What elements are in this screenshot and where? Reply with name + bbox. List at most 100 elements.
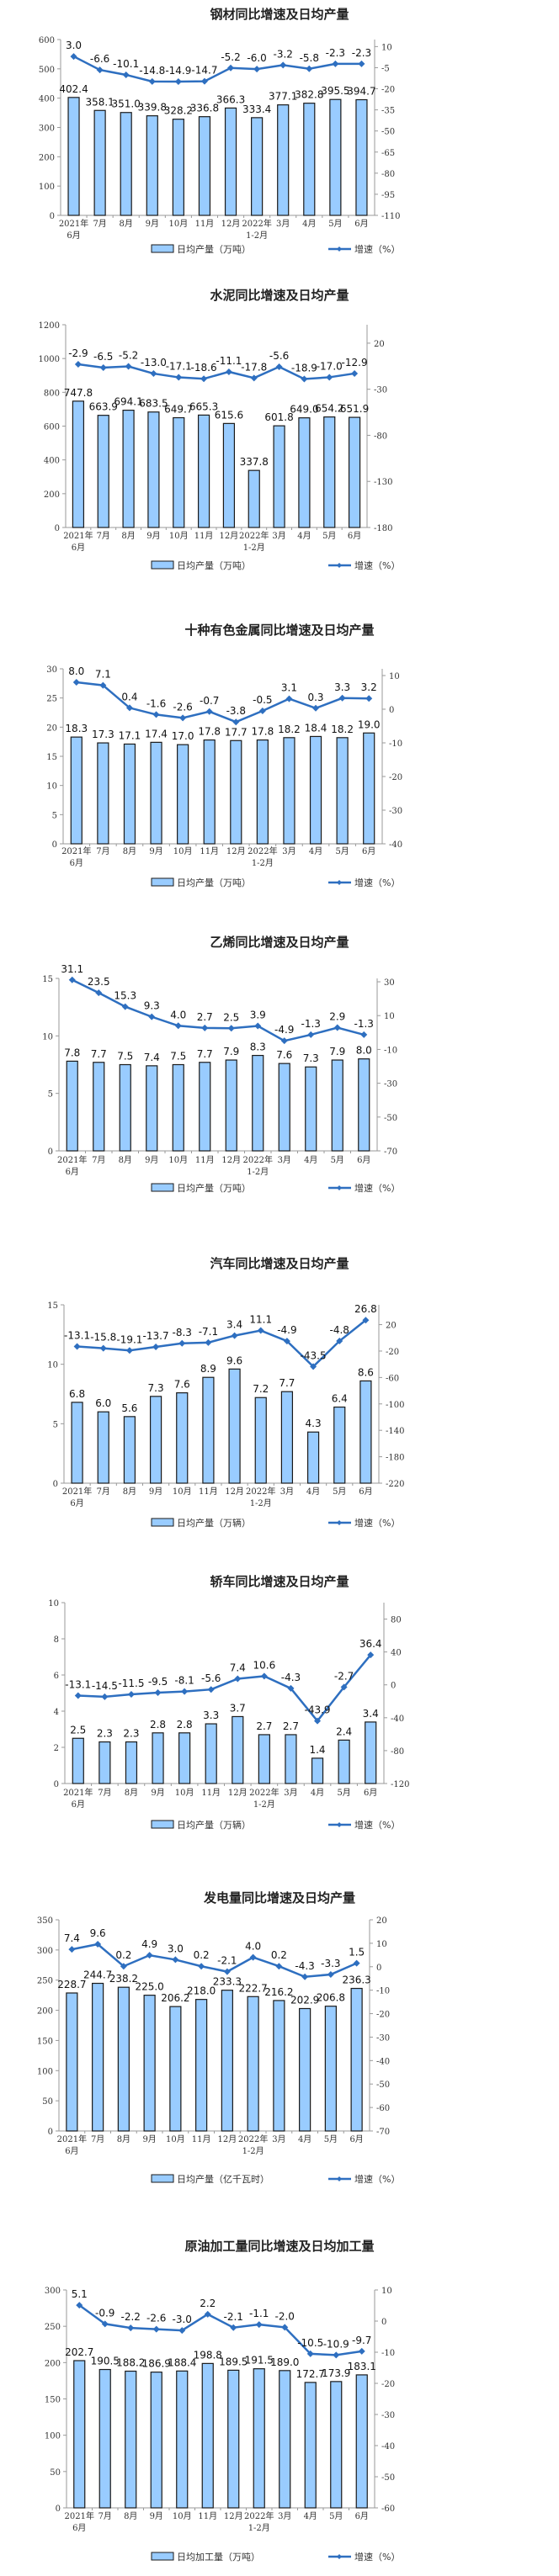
line-value-label: -5.2 — [221, 51, 240, 63]
x-tick-label: 11月 — [194, 531, 214, 541]
bar — [98, 1741, 111, 1784]
line-point — [181, 1688, 189, 1695]
line-point — [174, 1022, 182, 1030]
x-tick-label: 2022年 1-2月 — [239, 530, 269, 553]
x-tick-label-line: 9月 — [146, 531, 160, 541]
bar-value-label: 328.2 — [164, 105, 193, 117]
x-tick-label-line: 8月 — [123, 1487, 136, 1497]
left-tick-label: 30 — [46, 665, 57, 675]
line-value-label: 4.0 — [245, 1941, 261, 1953]
line-value-label: -2.9 — [68, 347, 88, 359]
x-tick-label-line: 10月 — [166, 2134, 185, 2144]
x-tick-label: 8月 — [117, 2134, 130, 2144]
line-value-label: -17.8 — [241, 361, 267, 373]
line-point — [74, 1692, 82, 1699]
right-tick-label: 20 — [376, 1916, 387, 1926]
line-value-label: 3.2 — [361, 681, 377, 693]
x-tick-label: 11月 — [192, 2134, 211, 2144]
bar — [70, 736, 83, 845]
line-value-label: -10.5 — [297, 2337, 323, 2349]
line-point — [327, 1970, 334, 1978]
line-value-label: -18.9 — [291, 363, 317, 374]
bar-value-label: 7.8 — [64, 1047, 80, 1058]
x-tick-label-line: 3月 — [282, 846, 295, 856]
bar — [125, 1741, 138, 1784]
line-point — [340, 1683, 348, 1691]
bar — [359, 1380, 372, 1484]
bar-value-label: 2.8 — [177, 1719, 193, 1731]
chart-title: 水泥同比增速及日均产量 — [210, 288, 349, 303]
x-tick-label-line: 11月 — [200, 846, 219, 856]
bar-value-label: 206.8 — [317, 1992, 345, 2004]
chart-7: 发电量同比增速及日均产量 0 50 100 150 200 250 300 350 -70 -60-… — [0, 1889, 559, 2225]
line-value-label: 2.2 — [200, 2298, 216, 2309]
line-value-label: 2.7 — [197, 1011, 213, 1023]
bar-value-label: 7.6 — [276, 1049, 292, 1061]
x-tick-label-line: 12月 — [224, 2511, 243, 2521]
x-tick-label: 5月 — [322, 531, 336, 541]
x-tick-label-line: 2021年 — [65, 2510, 94, 2521]
bar — [248, 469, 260, 528]
left-tick-label: 300 — [45, 2287, 61, 2296]
left-tick-label: 10 — [46, 782, 57, 792]
x-tick-label: 6月 — [359, 1487, 372, 1497]
left-tick-label: 200 — [45, 2359, 61, 2368]
left-tick-label: 0 — [53, 1480, 58, 1489]
x-tick-label-line: 1-2月 — [250, 1498, 272, 1508]
bar-value-label: 601.8 — [264, 411, 293, 423]
x-tick-label-line: 5月 — [335, 846, 349, 856]
x-tick-label-line: 7月 — [97, 531, 110, 541]
x-tick-label: 8月 — [123, 846, 136, 856]
line-value-label: -19.1 — [116, 1333, 142, 1345]
bar-value-label: 683.5 — [139, 398, 168, 410]
left-tick-label: 200 — [37, 2007, 53, 2017]
bar — [285, 1734, 297, 1784]
bar-value-label: 190.5 — [91, 2356, 120, 2367]
x-tick-label: 2021年 6月 — [63, 530, 93, 553]
bar-value-label: 17.8 — [198, 726, 221, 738]
bar-value-label: 17.0 — [172, 730, 194, 742]
left-tick-label: 800 — [44, 389, 60, 398]
left-tick-label: 150 — [45, 2396, 61, 2405]
x-tick-label-line: 2022年 — [242, 218, 271, 229]
x-tick-label-line: 7月 — [93, 219, 106, 229]
line-value-label: -2.3 — [326, 47, 345, 59]
line-point — [204, 2310, 211, 2318]
growth-line — [72, 55, 362, 83]
bar-value-label: 183.1 — [348, 2361, 376, 2372]
x-tick-label: 6月 — [348, 531, 361, 541]
x-tick-label-line: 11月 — [201, 1788, 221, 1798]
right-tick-label: -100 — [386, 1401, 404, 1410]
bar — [120, 112, 132, 216]
bar — [195, 1999, 208, 2132]
x-tick-label-line: 10月 — [173, 2511, 192, 2521]
line-point — [74, 360, 82, 368]
line-point — [127, 2324, 135, 2332]
bar-value-label: 7.2 — [253, 1383, 269, 1395]
bar — [309, 735, 322, 845]
right-tick-label: 10 — [384, 1012, 395, 1021]
legend-line-marker — [337, 2176, 342, 2181]
bar-value-label: 649.7 — [164, 404, 193, 416]
left-tick-label: 250 — [45, 2323, 61, 2332]
x-tick-label-line: 11月 — [195, 219, 215, 229]
right-tick-label: 10 — [376, 1940, 387, 1949]
legend-bar-label: 日均产量（万吨） — [177, 243, 251, 255]
bar-value-label: 7.5 — [170, 1051, 186, 1063]
bar — [283, 737, 295, 845]
bar-value-label: 18.2 — [331, 724, 354, 735]
bar — [97, 415, 109, 528]
bar-value-label: 402.4 — [59, 83, 88, 95]
growth-line — [72, 1943, 358, 1979]
right-tick-label: -50 — [384, 1114, 397, 1123]
line-value-label: -3.0 — [173, 2314, 192, 2325]
growth-line — [77, 1319, 367, 1369]
legend-bar-label: 日均产量（亿千瓦时） — [177, 2173, 269, 2185]
x-tick-label: 3月 — [282, 846, 295, 856]
line-value-label: -2.3 — [352, 47, 371, 59]
x-tick-label-line: 4月 — [297, 531, 311, 541]
bar-value-label: 189.5 — [219, 2356, 248, 2367]
bar — [305, 1066, 317, 1152]
x-tick-label: 11月 — [198, 2511, 217, 2521]
